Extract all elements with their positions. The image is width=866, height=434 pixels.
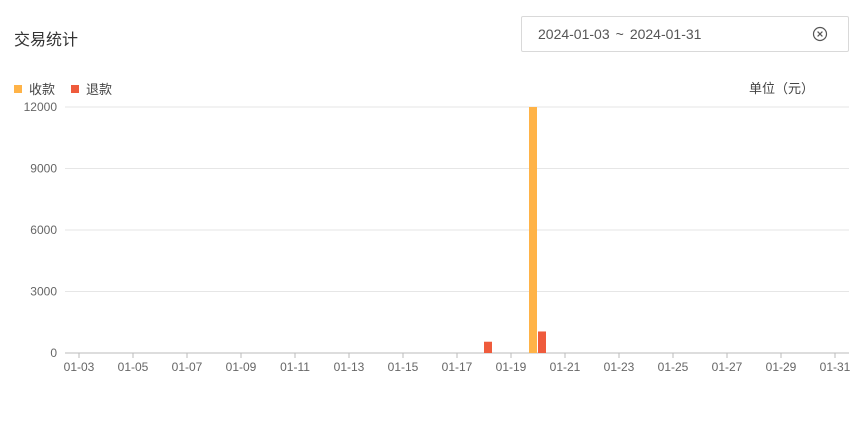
x-tick-label: 01-07 [172, 360, 203, 374]
legend-swatch-refund [71, 84, 80, 93]
unit-label: 单位（元） [749, 81, 815, 96]
x-tick-label: 01-23 [604, 360, 635, 374]
legend-item-refund[interactable]: 退款 [71, 79, 112, 98]
x-tick-label: 01-09 [226, 360, 257, 374]
end-date[interactable]: 2024-01-31 [629, 26, 702, 42]
clear-icon[interactable] [812, 26, 828, 42]
x-tick-label: 01-13 [334, 360, 365, 374]
legend-label-income: 收款 [29, 82, 56, 97]
page-title: 交易统计 [14, 32, 79, 49]
x-tick-label: 01-03 [64, 360, 95, 374]
start-date[interactable]: 2024-01-03 [538, 26, 610, 42]
x-tick-label: 01-05 [118, 360, 149, 374]
y-tick-label: 3000 [30, 285, 57, 299]
x-tick-label: 01-11 [280, 360, 310, 374]
y-tick-label: 12000 [24, 100, 58, 114]
x-tick-label: 01-25 [658, 360, 689, 374]
y-tick-label: 6000 [30, 223, 57, 237]
y-tick-label: 0 [50, 346, 57, 360]
chart-legend: 收款 退款 [14, 79, 128, 98]
x-tick-label: 01-19 [496, 360, 527, 374]
x-tick-label: 01-31 [820, 360, 851, 374]
date-separator: ~ [615, 26, 624, 42]
legend-item-income[interactable]: 收款 [14, 79, 55, 98]
x-tick-label: 01-15 [388, 360, 419, 374]
legend-swatch-income [14, 84, 22, 93]
y-tick-label: 9000 [30, 162, 57, 176]
x-tick-label: 01-17 [442, 360, 473, 374]
bar-income-01-20 [529, 107, 537, 353]
bar-refund-01-20 [538, 331, 546, 353]
x-tick-label: 01-27 [712, 360, 743, 374]
x-tick-label: 01-21 [550, 360, 581, 374]
legend-label-refund: 退款 [86, 82, 113, 97]
bar-refund-01-18 [484, 341, 492, 353]
date-range-picker[interactable]: 2024-01-03 ~ 2024-01-31 [521, 16, 849, 52]
x-tick-label: 01-29 [766, 360, 797, 374]
